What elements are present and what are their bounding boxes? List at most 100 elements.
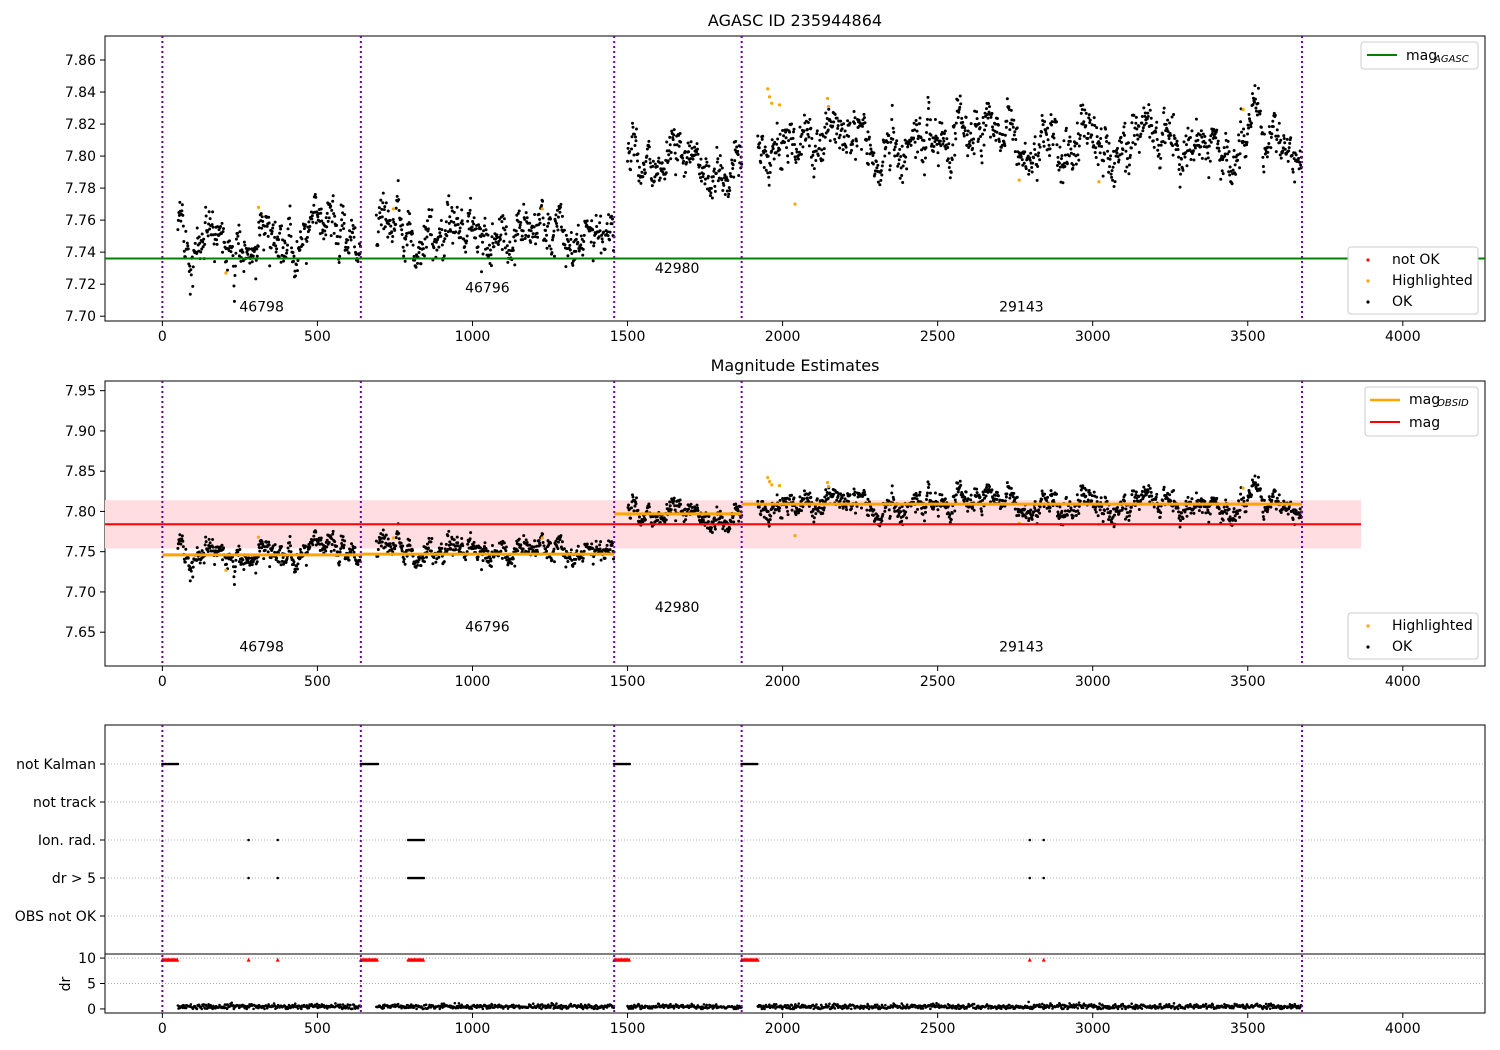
ok-point (914, 156, 918, 160)
ok-point (458, 546, 462, 550)
ok-point (356, 260, 360, 264)
ok-point (430, 208, 434, 212)
ok-point (260, 215, 264, 219)
ok-point (330, 543, 334, 547)
ok-point (408, 212, 412, 216)
ok-point (532, 225, 536, 229)
y-tick-label: 7.70 (65, 585, 96, 601)
ok-point (1061, 181, 1065, 185)
highlighted-point (391, 536, 396, 540)
ok-point (966, 129, 970, 133)
ok-point (1238, 508, 1242, 512)
ok-point (841, 148, 845, 152)
ok-point (542, 544, 546, 548)
highlighted-point (767, 95, 772, 99)
ok-point (1029, 151, 1033, 155)
ok-point (231, 254, 235, 258)
ok-point (946, 157, 950, 161)
ok-point (191, 575, 195, 579)
ok-point (898, 176, 902, 180)
ok-point (1116, 155, 1120, 159)
dr-point (272, 1002, 276, 1005)
ok-point (236, 550, 240, 554)
ok-point (456, 544, 460, 548)
ok-point (740, 162, 744, 166)
highlighted-point (256, 205, 261, 209)
ok-point (476, 250, 480, 254)
ok-point (495, 233, 499, 237)
ok-point (1134, 115, 1138, 119)
ok-point (357, 242, 361, 246)
ok-point (331, 529, 335, 533)
ok-point (736, 149, 740, 153)
ok-point (379, 544, 383, 548)
ok-point (915, 123, 919, 127)
ok-point (716, 157, 720, 161)
ok-point (455, 205, 459, 209)
ok-point (555, 208, 559, 212)
ok-point (184, 547, 188, 551)
ok-point (1185, 514, 1189, 518)
ok-point (956, 481, 960, 485)
y-tick-label: 7.82 (65, 117, 96, 133)
ok-point (850, 148, 854, 152)
ok-point (1036, 164, 1040, 168)
ok-point (838, 146, 842, 150)
y-tick-label: 7.85 (65, 464, 96, 480)
ok-point (424, 555, 428, 559)
ok-point (950, 511, 954, 515)
ok-point (390, 547, 394, 551)
ok-point (397, 537, 401, 541)
ok-point (1183, 151, 1187, 155)
ok-point (352, 235, 356, 239)
ok-point (423, 237, 427, 241)
ok-point (1246, 132, 1250, 136)
ok-point (289, 550, 293, 554)
ok-point (979, 134, 983, 138)
ok-point (487, 243, 491, 247)
ok-point (1033, 135, 1037, 139)
ok-point (507, 248, 511, 252)
ok-point (1196, 138, 1200, 142)
ok-point (257, 226, 261, 230)
ok-point (1139, 498, 1143, 502)
ok-point (540, 203, 544, 207)
ok-point (208, 541, 212, 545)
ok-point (600, 237, 604, 241)
ok-point (389, 545, 393, 549)
ok-point (285, 557, 289, 561)
flag-point (1028, 876, 1032, 880)
ok-point (1273, 113, 1277, 117)
ok-point (254, 277, 258, 281)
ok-point (1009, 108, 1013, 112)
ok-point (729, 174, 733, 178)
ok-point (542, 223, 546, 227)
ok-point (726, 195, 730, 199)
ok-point (549, 541, 553, 545)
ok-point (774, 151, 778, 155)
ok-point (550, 238, 554, 242)
ok-point (650, 184, 654, 188)
dr-tick-label: 5 (87, 977, 96, 993)
ok-point (1094, 156, 1098, 160)
ok-point (1031, 513, 1035, 517)
ok-point (712, 516, 716, 520)
ok-point (1222, 146, 1226, 150)
ok-point (1098, 508, 1102, 512)
ok-point (1271, 492, 1275, 496)
ok-point (851, 139, 855, 143)
ok-point (1245, 143, 1249, 147)
ok-point (893, 154, 897, 158)
ok-point (714, 171, 718, 175)
ok-point (982, 143, 986, 147)
ok-point (781, 497, 785, 501)
ok-point (533, 539, 537, 543)
ok-point (1087, 116, 1091, 120)
ok-point (838, 133, 842, 137)
ok-point (762, 166, 766, 170)
ok-point (913, 128, 917, 132)
ok-point (1054, 492, 1058, 496)
ok-point (1058, 145, 1062, 149)
dr-point (267, 1003, 270, 1006)
ok-point (1109, 154, 1113, 158)
